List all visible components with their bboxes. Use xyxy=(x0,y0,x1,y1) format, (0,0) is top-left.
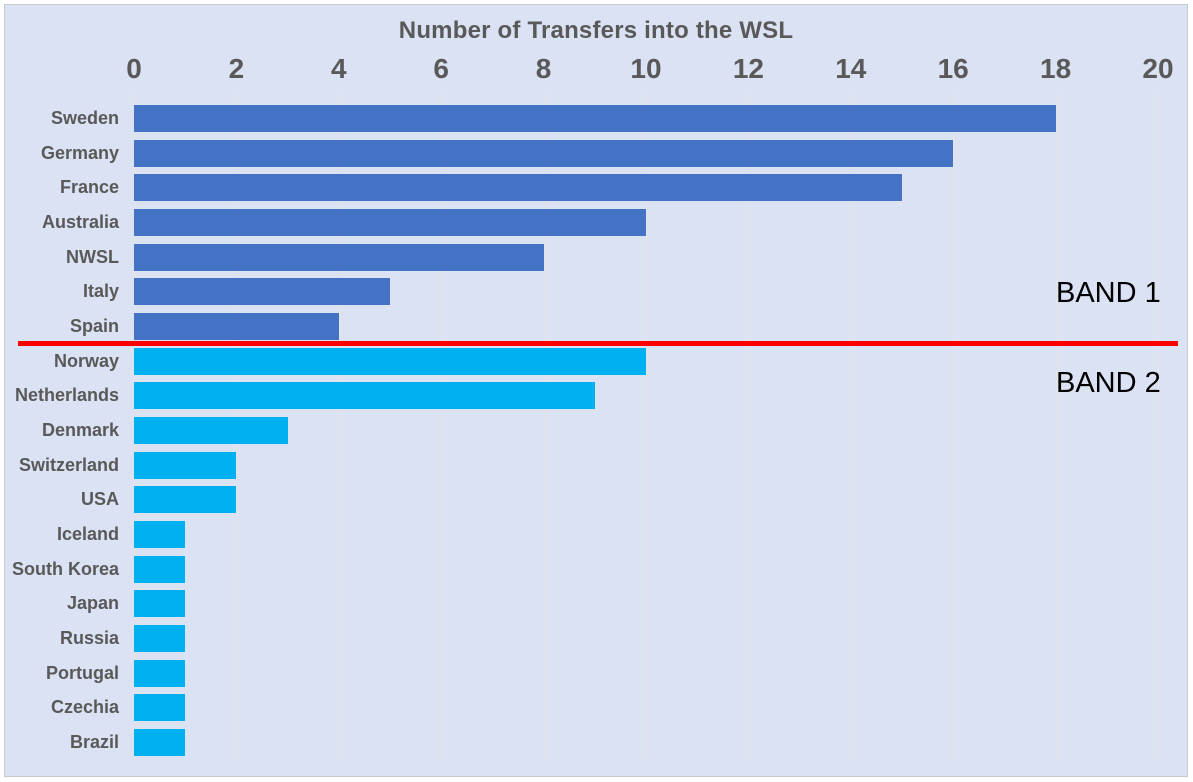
gridline-8 xyxy=(543,95,545,758)
category-label: Iceland xyxy=(56,523,119,544)
band-1-annotation: BAND 1 xyxy=(1056,277,1161,309)
bar xyxy=(134,105,1056,132)
table-row: Spain xyxy=(70,309,1158,344)
table-row: Russia xyxy=(60,621,1158,656)
category-label: Denmark xyxy=(41,419,119,440)
table-row: Denmark xyxy=(42,413,1158,448)
table-row: Czechia xyxy=(51,690,1158,725)
category-label: Australia xyxy=(41,211,119,232)
gridline-20 xyxy=(1158,95,1159,758)
category-label: Portugal xyxy=(45,662,119,683)
category-label: Sweden xyxy=(50,107,119,128)
plot-area: 0 2 4 6 8 10 12 14 16 18 20 Sweden Germany France Aus… xyxy=(12,53,1174,760)
band-divider-line xyxy=(18,341,1178,346)
bar xyxy=(134,313,339,341)
x-tick-label-20: 20 xyxy=(1142,53,1174,84)
category-label: Japan xyxy=(66,593,119,614)
x-tick-label-16: 16 xyxy=(937,53,969,84)
gridline-12 xyxy=(748,95,750,758)
category-label: Netherlands xyxy=(14,385,119,406)
table-row: Brazil xyxy=(70,725,1158,760)
table-row: Germany xyxy=(41,136,1158,171)
chart-title: Number of Transfers into the WSL xyxy=(398,17,794,44)
x-tick-label-12: 12 xyxy=(732,53,764,84)
category-label: Germany xyxy=(40,142,119,163)
gridline-16 xyxy=(953,95,955,758)
x-tick-label-0: 0 xyxy=(126,53,142,84)
category-label: USA xyxy=(80,489,119,510)
table-row: France xyxy=(60,170,1158,205)
gridline-10 xyxy=(646,95,647,758)
table-row: Netherlands xyxy=(15,378,1158,413)
table-row: Australia xyxy=(42,205,1158,240)
band-2-annotation: BAND 2 xyxy=(1056,367,1161,399)
gridline-4 xyxy=(338,95,340,758)
bar xyxy=(134,278,390,306)
bar xyxy=(134,659,186,687)
x-tick-label-18: 18 xyxy=(1040,53,1072,84)
bar xyxy=(134,486,237,514)
category-label: Brazil xyxy=(69,731,119,752)
category-label: Russia xyxy=(59,627,119,648)
bar xyxy=(134,382,595,410)
x-tick-label-8: 8 xyxy=(535,53,552,84)
category-label: South Korea xyxy=(11,558,119,579)
bar xyxy=(134,729,186,757)
bar xyxy=(134,694,186,722)
bar xyxy=(134,625,186,653)
x-tick-label-14: 14 xyxy=(835,53,867,84)
category-label: Czechia xyxy=(50,697,119,718)
category-label: Spain xyxy=(69,315,119,336)
gridline-6 xyxy=(441,95,443,758)
table-row: Japan xyxy=(67,586,1158,621)
table-row: Switzerland xyxy=(19,448,1158,483)
gridline-18 xyxy=(1055,95,1057,758)
table-row: Iceland xyxy=(57,517,1158,552)
table-row: Portugal xyxy=(46,656,1158,691)
bar xyxy=(134,555,186,583)
category-label: Norway xyxy=(53,350,119,371)
x-tick-label-4: 4 xyxy=(331,53,347,84)
bar-rows: Sweden Germany France Australia NWSL Italy Spa… xyxy=(12,101,1158,760)
gridline-14 xyxy=(850,95,852,758)
x-tick-label-2: 2 xyxy=(228,53,245,84)
bar xyxy=(134,243,544,271)
table-row: Norway xyxy=(54,344,1158,379)
table-row: Italy xyxy=(83,274,1158,309)
bar xyxy=(134,209,646,237)
x-tick-label-6: 6 xyxy=(433,53,449,84)
table-row: Sweden xyxy=(51,101,1158,136)
bar xyxy=(134,174,902,202)
bar xyxy=(134,347,646,375)
table-row: USA xyxy=(81,482,1158,517)
category-label: France xyxy=(59,177,119,198)
category-label: Italy xyxy=(82,281,119,302)
bar xyxy=(134,451,237,479)
chart-frame: Number of Transfers into the WSL 0 2 4 6 8 10… xyxy=(4,4,1188,777)
x-tick-label-10: 10 xyxy=(630,53,662,84)
table-row: South Korea xyxy=(12,552,1158,587)
category-label: Switzerland xyxy=(18,454,119,475)
bar xyxy=(134,521,186,549)
bar xyxy=(134,139,954,167)
table-row: NWSL xyxy=(66,240,1158,275)
bar xyxy=(134,417,288,445)
category-label: NWSL xyxy=(66,246,119,267)
bar xyxy=(134,590,186,618)
